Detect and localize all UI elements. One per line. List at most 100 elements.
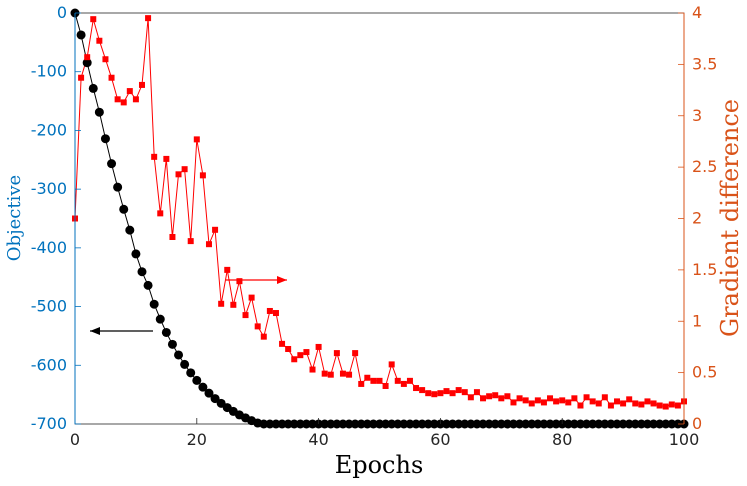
gradient-difference-point <box>145 15 152 22</box>
objective-point <box>137 267 147 277</box>
gradient-difference-point <box>650 400 657 407</box>
gradient-difference-point <box>376 377 383 384</box>
gradient-difference-point <box>461 389 468 396</box>
gradient-difference-point <box>126 88 133 95</box>
gradient-difference-point <box>449 390 456 397</box>
objective-point <box>82 58 92 68</box>
gradient-difference-point <box>333 350 340 357</box>
gradient-difference-point <box>394 377 401 384</box>
objective-point <box>192 375 202 385</box>
gradient-difference-point <box>467 394 474 401</box>
left-tick-label: -700 <box>31 414 67 433</box>
gradient-difference-point <box>565 399 572 406</box>
gradient-difference-point <box>108 74 115 81</box>
objective-point <box>180 359 190 369</box>
gradient-difference-point <box>78 74 85 81</box>
x-tick-label: 100 <box>669 430 700 449</box>
gradient-difference-point <box>406 377 413 384</box>
gradient-difference-point <box>297 352 304 359</box>
objective-point <box>155 314 165 324</box>
gradient-difference-point <box>138 81 145 88</box>
gradient-difference-point <box>498 395 505 402</box>
gradient-difference-point <box>443 388 450 395</box>
gradient-difference-point <box>175 171 182 178</box>
gradient-difference-point <box>516 395 523 402</box>
gradient-difference-point <box>589 398 596 405</box>
gradient-difference-point <box>224 266 231 273</box>
gradient-difference-point <box>540 399 547 406</box>
objective-point <box>143 280 153 290</box>
objective-point <box>119 204 129 214</box>
gradient-difference-point <box>388 361 395 368</box>
gradient-difference-point <box>638 401 645 408</box>
gradient-difference-point <box>626 396 633 403</box>
gradient-difference-point <box>327 371 334 378</box>
gradient-difference-point <box>315 343 322 350</box>
gradient-difference-point <box>339 370 346 377</box>
gradient-difference-point <box>321 370 328 377</box>
gradient-difference-point <box>437 390 444 397</box>
gradient-difference-point <box>510 399 517 406</box>
x-tick-label: 20 <box>187 430 207 449</box>
objective-point <box>76 30 86 40</box>
gradient-difference-point <box>607 402 614 409</box>
series-marks <box>70 8 689 429</box>
gradient-difference-point <box>236 278 243 285</box>
gradient-difference-point <box>492 392 499 399</box>
gradient-difference-point <box>522 397 529 404</box>
gradient-difference-point <box>668 401 675 408</box>
gradient-difference-point <box>553 398 560 405</box>
gradient-difference-point <box>163 155 170 162</box>
gradient-difference-point <box>425 390 432 397</box>
left-tick-label: -400 <box>31 238 67 257</box>
left-axis-label: Objective <box>4 175 25 261</box>
gradient-difference-point <box>212 226 219 233</box>
gradient-difference-point <box>279 340 286 347</box>
gradient-difference-point <box>504 393 511 400</box>
objective-point <box>198 382 208 392</box>
gradient-difference-point <box>656 402 663 409</box>
gradient-difference-point <box>583 394 590 401</box>
objective-point <box>167 339 177 349</box>
left-tick-label: -100 <box>31 62 67 81</box>
x-tick-label: 40 <box>308 430 328 449</box>
objective-point <box>204 388 214 398</box>
gradient-difference-point <box>528 400 535 407</box>
gradient-difference-point <box>254 323 261 330</box>
left-tick-label: -300 <box>31 179 67 198</box>
gradient-difference-point <box>230 301 237 308</box>
gradient-difference-point <box>199 172 206 179</box>
gradient-difference-point <box>309 366 316 373</box>
gradient-difference-point <box>303 349 310 356</box>
right-tick-label: 3.5 <box>692 54 717 73</box>
gradient-difference-point <box>291 356 298 363</box>
gradient-difference-point <box>352 350 359 357</box>
right-tick-label: 2 <box>692 209 702 228</box>
objective-point <box>174 350 184 360</box>
gradient-difference-point <box>364 374 371 381</box>
gradient-difference-point <box>559 397 566 404</box>
objective-point <box>210 394 220 404</box>
left-tick-label: -500 <box>31 297 67 316</box>
gradient-difference-point <box>193 136 200 143</box>
annotations <box>90 276 287 335</box>
gradient-difference-point <box>96 37 103 44</box>
gradient-difference-point <box>674 402 681 409</box>
gradient-difference-point <box>132 96 139 103</box>
objective-point <box>94 107 104 117</box>
right-tick-label: 2.5 <box>692 157 717 176</box>
gradient-difference-point <box>157 210 164 217</box>
gradient-difference-point <box>346 371 353 378</box>
gradient-difference-point <box>181 166 188 173</box>
axes: 0 20 40 60 80 1000-100-200-300-400-500-600-70… <box>31 3 718 449</box>
right-tick-label: 1.5 <box>692 260 717 279</box>
left-tick-label: -200 <box>31 120 67 139</box>
gradient-difference-point <box>601 394 608 401</box>
gradient-difference-point <box>644 398 651 405</box>
gradient-difference-point <box>413 385 420 392</box>
right-tick-label: 4 <box>692 3 702 22</box>
x-axis-label: Epochs <box>335 451 424 479</box>
gradient-difference-point <box>218 300 225 307</box>
gradient-difference-point <box>169 233 176 240</box>
gradient-difference-point <box>272 310 279 317</box>
